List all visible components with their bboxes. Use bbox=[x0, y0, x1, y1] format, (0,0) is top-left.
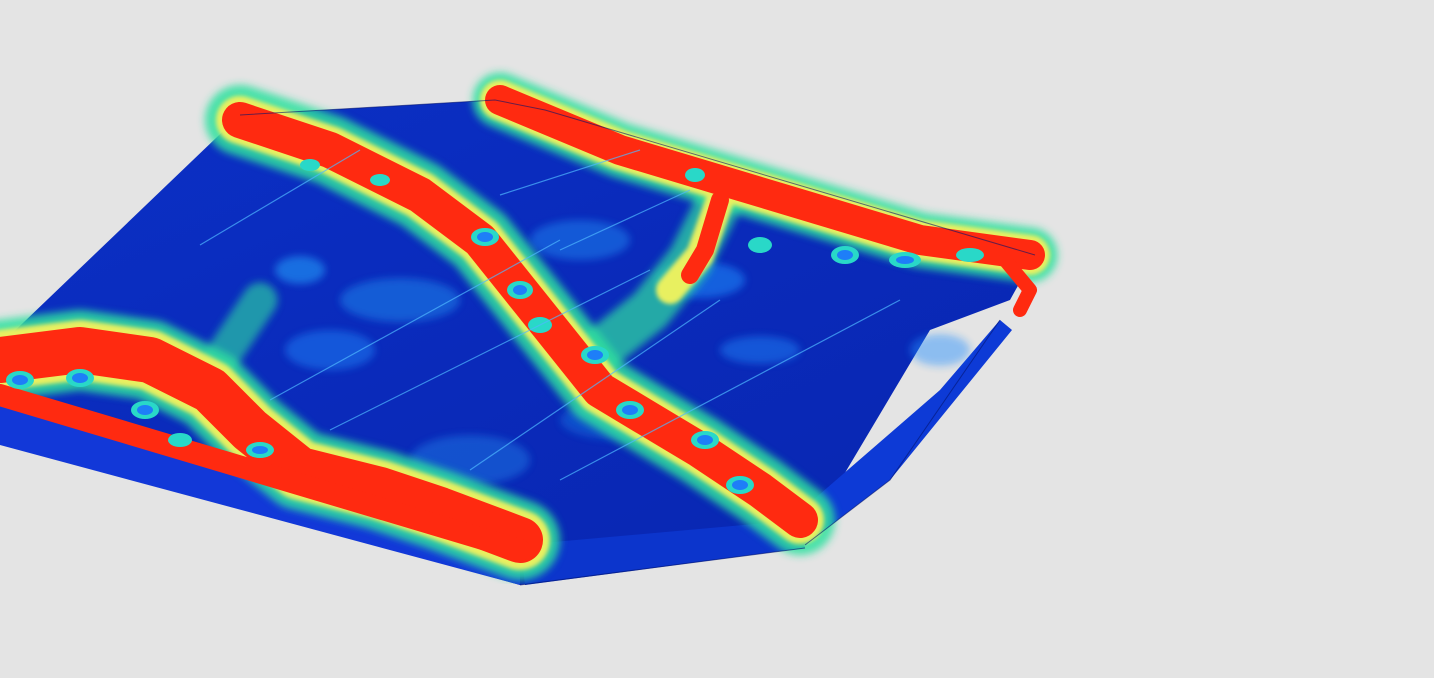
band-cells bbox=[6, 159, 984, 494]
model-edges bbox=[239, 99, 1036, 586]
bottom-lip-face bbox=[520, 520, 805, 585]
right-side-face bbox=[790, 320, 1012, 545]
left-front-edge bbox=[0, 400, 520, 585]
stiffener-lines bbox=[199, 149, 901, 481]
